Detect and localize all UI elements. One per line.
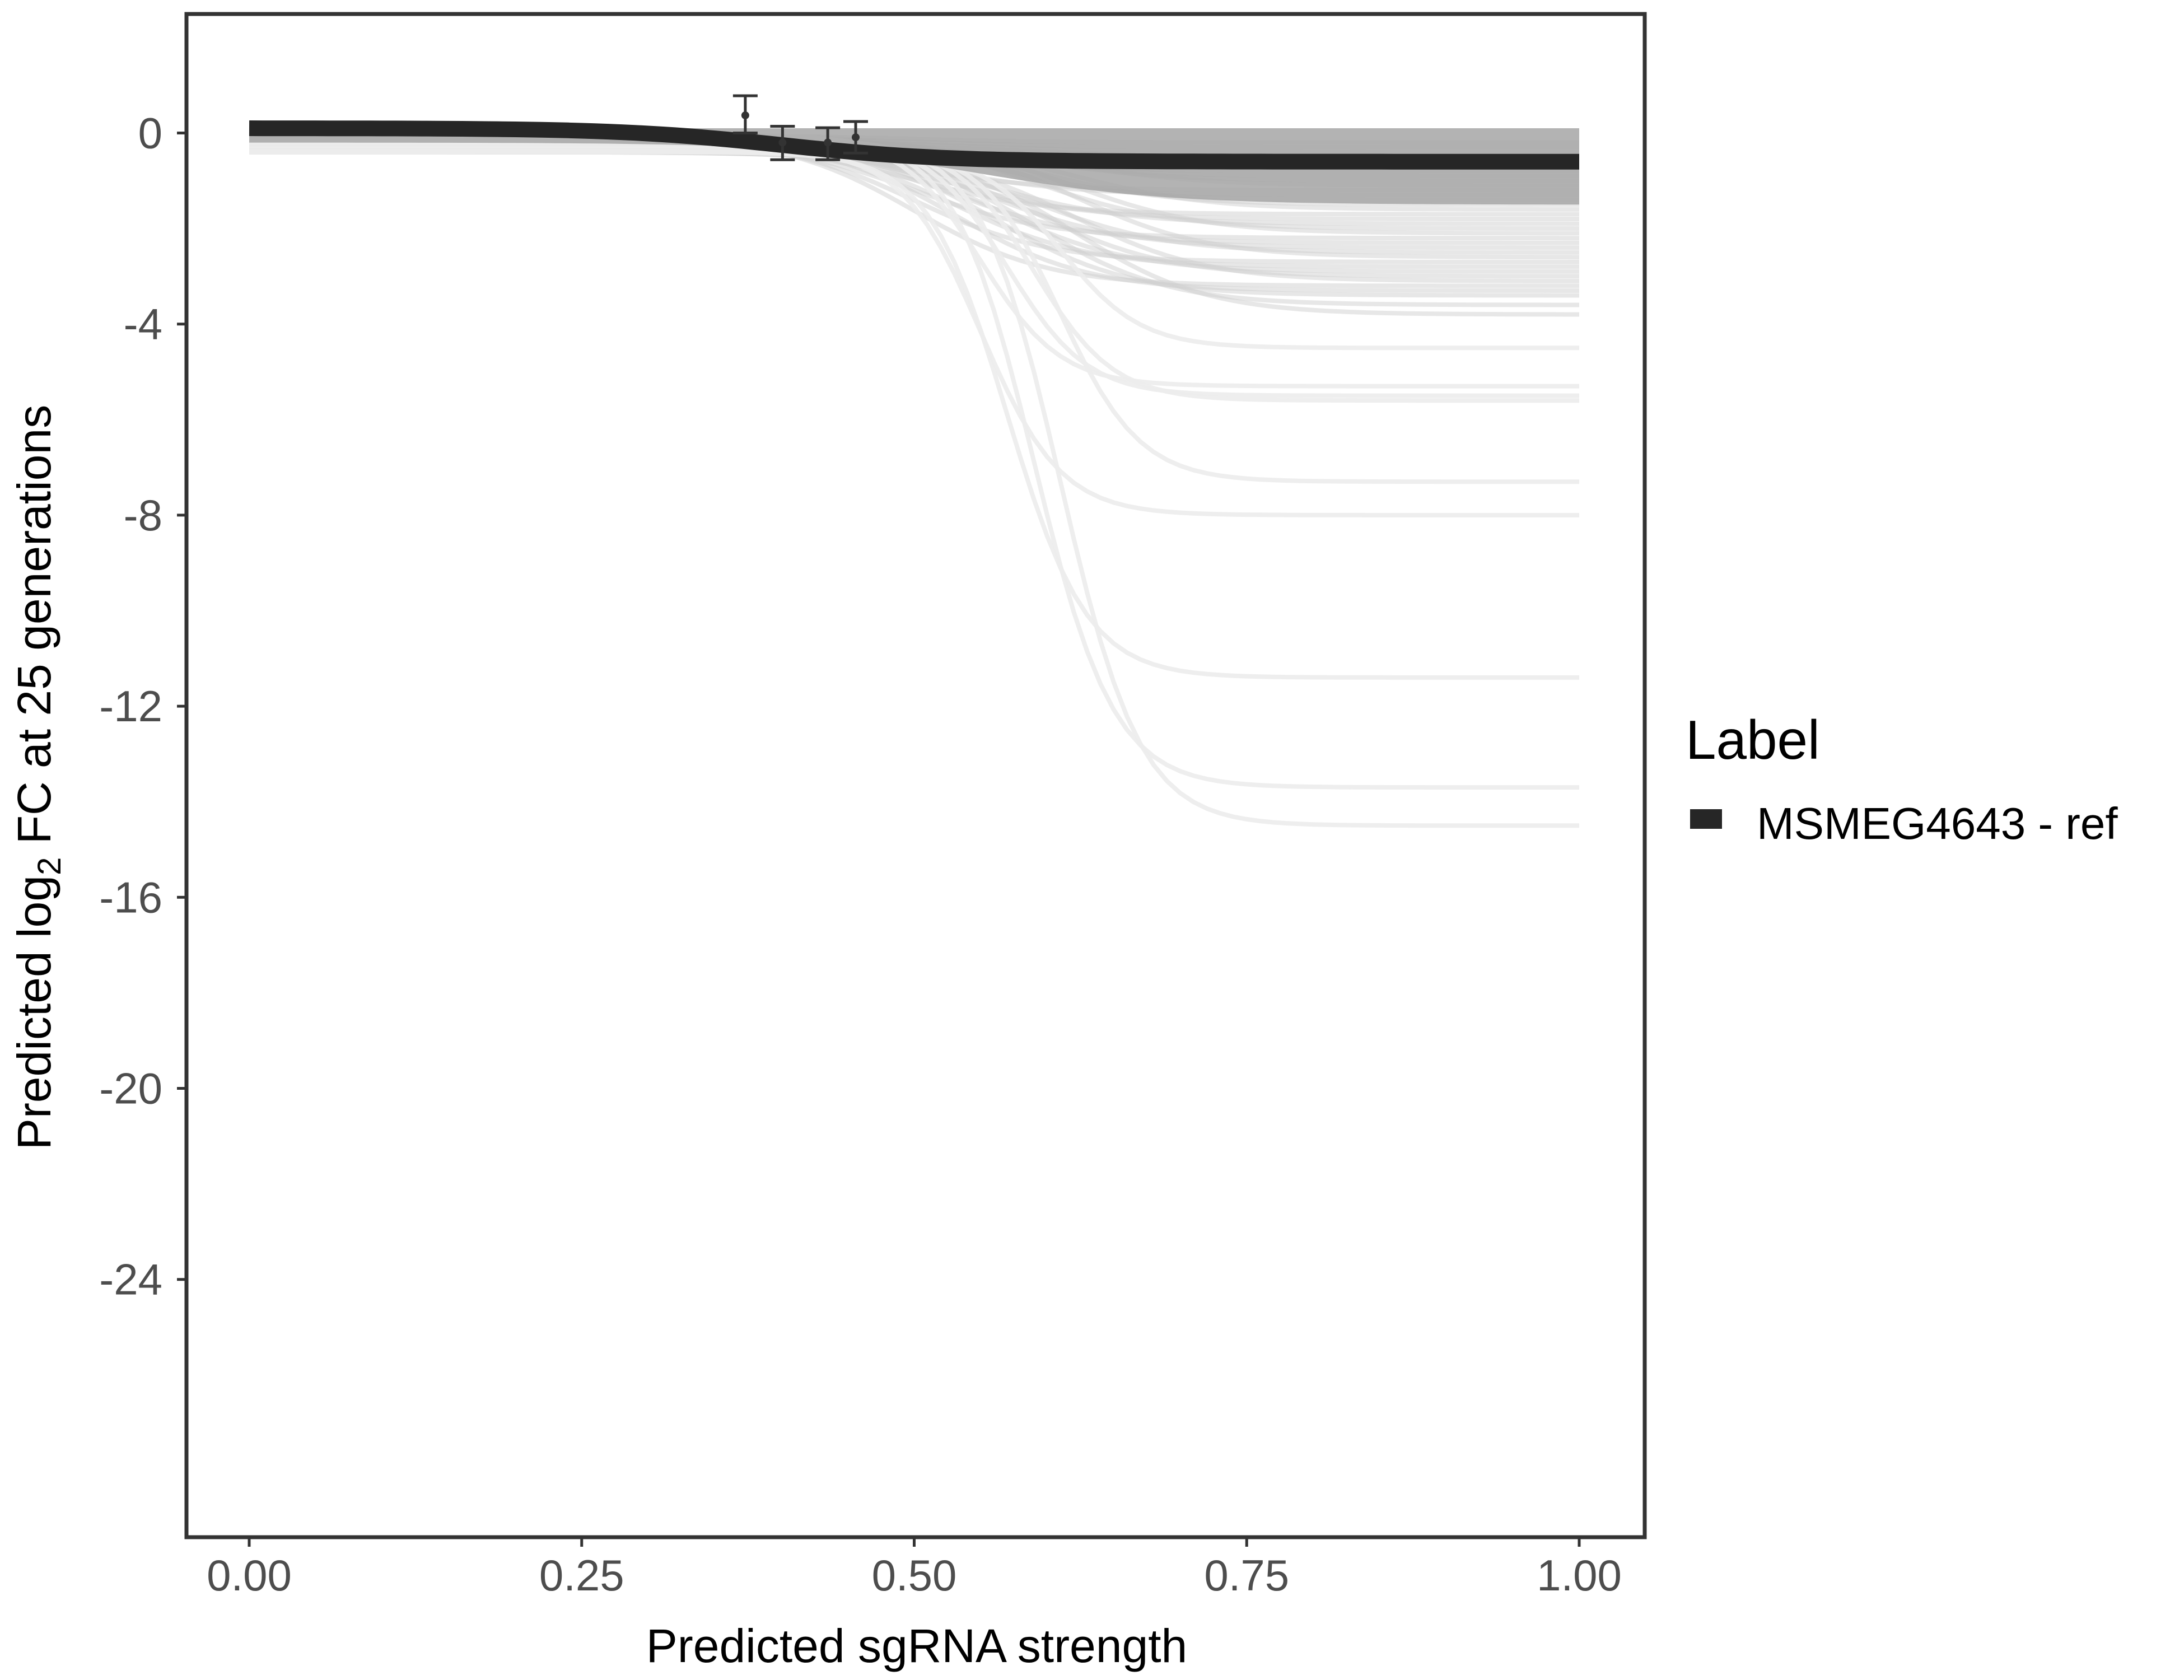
x-axis: 0.00 0.25 0.50 0.75 1.00 bbox=[207, 1539, 1622, 1600]
panel-border bbox=[184, 12, 1647, 1539]
background-curves bbox=[249, 133, 1580, 828]
highlight-curve-group bbox=[249, 120, 1579, 170]
y-tick-label: -20 bbox=[99, 1064, 162, 1113]
y-axis-title-subscript: 2 bbox=[31, 857, 68, 875]
y-tick-label: -12 bbox=[99, 682, 162, 731]
legend-key bbox=[1690, 809, 1722, 829]
x-tick-label: 0.00 bbox=[207, 1551, 292, 1600]
background-curve bbox=[249, 146, 1579, 517]
x-tick-label: 0.75 bbox=[1204, 1551, 1289, 1600]
y-tick-label: -16 bbox=[99, 872, 162, 922]
background-curve bbox=[249, 150, 1579, 680]
y-tick-label: -24 bbox=[99, 1255, 162, 1304]
data-point bbox=[824, 138, 832, 147]
background-band-area bbox=[249, 128, 1579, 205]
data-point bbox=[741, 111, 749, 119]
data-point bbox=[778, 138, 787, 147]
y-axis-title: Predicted log2 FC at 25 generations bbox=[8, 405, 68, 1150]
y-tick-label: -4 bbox=[124, 300, 162, 349]
x-tick-label: 1.00 bbox=[1537, 1551, 1622, 1600]
legend-title: Label bbox=[1686, 709, 1820, 771]
x-axis-title: Predicted sgRNA strength bbox=[646, 1620, 1188, 1672]
background-band bbox=[249, 128, 1579, 205]
highlight-curve bbox=[249, 120, 1579, 170]
y-tick-label: -8 bbox=[124, 491, 162, 540]
legend-label: MSMEG4643 - ref bbox=[1757, 799, 2118, 848]
y-tick-label: 0 bbox=[138, 109, 162, 158]
y-axis: 0 -4 -8 -12 -16 -20 -24 bbox=[99, 109, 185, 1304]
x-tick-label: 0.50 bbox=[872, 1551, 957, 1600]
data-point bbox=[852, 133, 860, 142]
x-tick-label: 0.25 bbox=[539, 1551, 624, 1600]
legend: Label MSMEG4643 - ref bbox=[1686, 709, 2118, 848]
data-points bbox=[732, 94, 868, 161]
